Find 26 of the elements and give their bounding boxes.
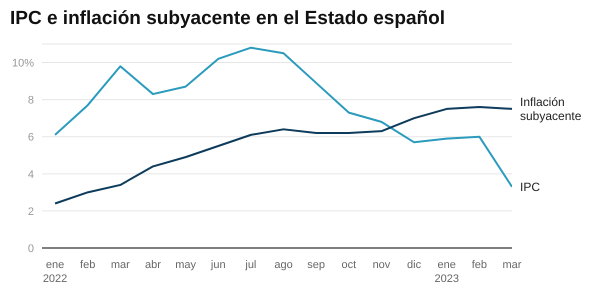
x-tick-label: feb (472, 259, 488, 271)
series-label: Inflación subyacente (520, 94, 582, 123)
x-tick-label: nov (372, 259, 391, 271)
x-tick-label: feb (80, 259, 96, 271)
x-tick-label: oct (341, 259, 356, 271)
y-tick-label: 8 (28, 94, 34, 107)
x-tick-label: ene 2023 (434, 259, 459, 285)
x-tick-label: sep (307, 259, 326, 271)
y-tick-label: 2 (28, 206, 34, 218)
y-tick-label: 10% (12, 58, 34, 70)
chart-title: IPC e inflación subyacente en el Estado español (10, 8, 446, 30)
line-series (54, 46, 512, 188)
line-series (54, 106, 512, 204)
x-tick-label: abr (145, 259, 162, 271)
y-tick-label: 6 (28, 132, 34, 144)
y-tick-label: 0 (28, 243, 34, 255)
x-tick-label: jul (244, 259, 256, 271)
x-tick-label: ene 2022 (42, 259, 68, 285)
x-tick-label: dic (407, 259, 422, 271)
x-tick-label: ago (274, 259, 293, 271)
x-tick-label: may (175, 259, 196, 271)
x-tick-label: jun (210, 259, 226, 271)
y-tick-label: 4 (28, 168, 34, 181)
series-label: IPC (520, 180, 540, 194)
x-tick-label: mar (502, 259, 522, 271)
x-tick-label: mar (110, 259, 130, 271)
